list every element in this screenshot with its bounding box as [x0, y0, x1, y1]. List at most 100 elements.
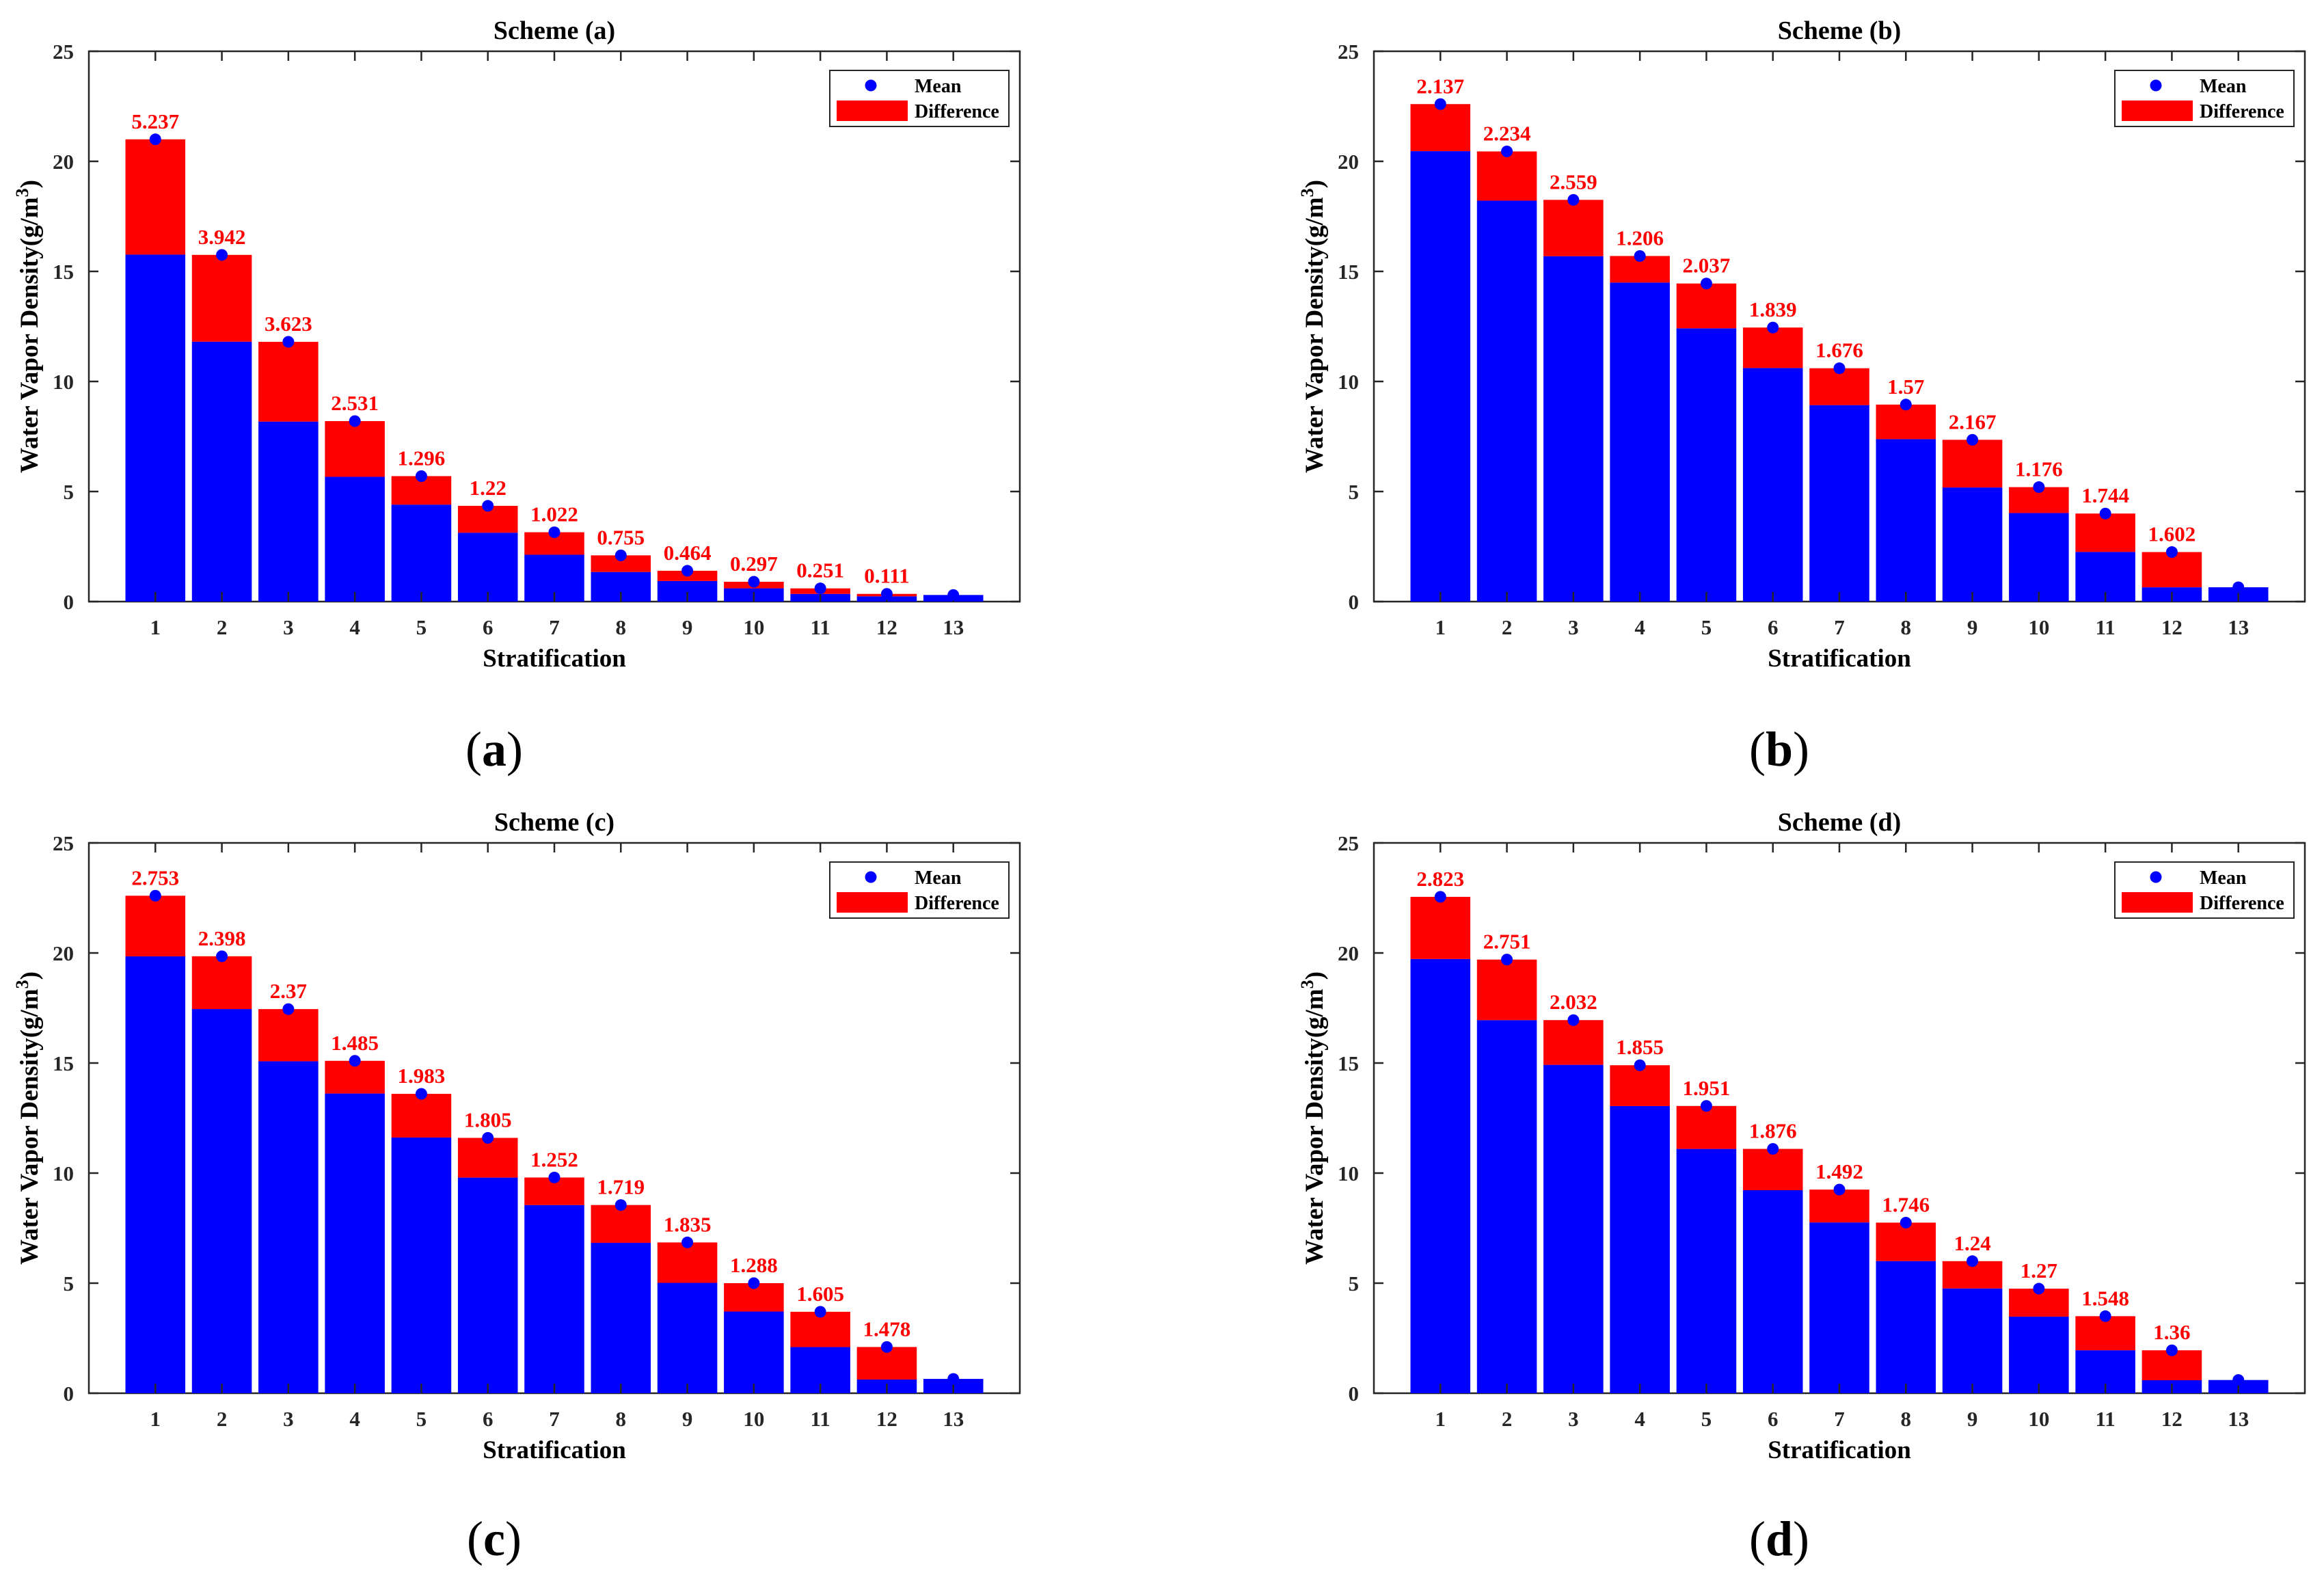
mean-bar: [1742, 1190, 1803, 1393]
mean-bar: [125, 254, 186, 602]
y-tick-label: 15: [53, 1051, 74, 1075]
difference-value-label: 0.755: [597, 525, 645, 549]
difference-value-label: 3.623: [265, 312, 312, 336]
x-tick-label: 11: [2095, 1407, 2115, 1431]
mean-marker: [947, 589, 960, 601]
mean-bar: [1809, 1222, 1869, 1393]
x-tick-label: 13: [943, 615, 964, 639]
difference-value-label: 0.251: [796, 559, 844, 582]
y-tick-label: 0: [64, 1382, 75, 1406]
legend-difference-swatch: [837, 100, 908, 121]
y-tick-label: 25: [53, 40, 74, 64]
caption-a: (a): [465, 722, 523, 777]
x-tick-label: 11: [810, 615, 830, 639]
x-tick-label: 2: [1502, 615, 1513, 639]
difference-value-label: 1.485: [331, 1031, 379, 1055]
mean-bar: [1543, 256, 1604, 602]
y-tick-label: 5: [1349, 480, 1360, 504]
x-tick-label: 7: [1834, 1407, 1845, 1431]
x-tick-label: 6: [483, 615, 494, 639]
mean-marker: [1767, 1143, 1779, 1155]
mean-marker: [1900, 1216, 1912, 1228]
mean-bar: [391, 1137, 452, 1393]
difference-value-label: 1.206: [1616, 226, 1664, 250]
mean-bar: [657, 1282, 718, 1393]
caption-d-letter: d: [1765, 1511, 1794, 1566]
x-axis-label: Stratification: [1768, 1436, 1911, 1464]
difference-value-label: 1.744: [2081, 483, 2129, 507]
legend-difference-swatch: [2122, 892, 2193, 913]
difference-value-label: 1.605: [796, 1282, 844, 1306]
mean-marker: [349, 1055, 361, 1067]
x-tick-label: 10: [2028, 615, 2049, 639]
x-tick-label: 6: [483, 1407, 494, 1431]
difference-bar: [2075, 513, 2135, 552]
mean-marker: [216, 249, 228, 261]
difference-value-label: 2.751: [1483, 930, 1531, 954]
difference-value-label: 1.36: [2153, 1320, 2190, 1344]
mean-marker: [482, 1131, 494, 1144]
x-tick-label: 3: [1568, 1407, 1579, 1431]
x-tick-label: 9: [682, 615, 693, 639]
mean-bar: [457, 533, 518, 602]
x-tick-label: 6: [1768, 615, 1779, 639]
mean-bar: [2009, 513, 2069, 602]
difference-bar: [1676, 1105, 1737, 1149]
difference-value-label: 0.111: [864, 564, 909, 588]
mean-marker: [1833, 362, 1846, 375]
y-axis-label-close: ): [16, 180, 44, 188]
difference-bar: [191, 956, 252, 1010]
caption-c-letter: c: [483, 1511, 505, 1566]
mean-marker: [681, 565, 694, 577]
mean-marker: [1967, 433, 1979, 446]
y-tick-label: 15: [53, 260, 74, 284]
x-tick-label: 8: [1901, 1407, 1912, 1431]
y-tick-label: 5: [64, 480, 75, 504]
mean-bar: [591, 1243, 651, 1393]
difference-value-label: 1.478: [863, 1317, 911, 1341]
mean-marker: [216, 950, 228, 963]
x-tick-label: 13: [2228, 1407, 2249, 1431]
legend-mean-marker: [865, 871, 877, 883]
difference-value-label: 1.27: [2021, 1259, 2057, 1282]
difference-value-label: 2.032: [1550, 990, 1597, 1014]
mean-bar: [1610, 282, 1670, 602]
chart-title: Scheme (b): [1778, 16, 1901, 45]
y-tick-label: 20: [1338, 150, 1359, 174]
caption-d: (d): [1748, 1511, 1809, 1566]
difference-value-label: 1.296: [398, 446, 446, 470]
x-axis-label: Stratification: [483, 645, 626, 673]
mean-bar: [191, 1009, 252, 1393]
y-tick-label: 5: [64, 1272, 75, 1295]
difference-value-label: 1.602: [2148, 522, 2196, 546]
x-axis-label: Stratification: [483, 1436, 626, 1464]
y-axis-label-text: Water Vapor Density(g/m: [16, 197, 44, 473]
legend: Mean Difference: [2114, 70, 2295, 127]
difference-value-label: 1.176: [2015, 457, 2063, 481]
legend: Mean Difference: [2114, 861, 2295, 919]
legend-difference-label: Difference: [915, 893, 999, 914]
mean-marker: [415, 1088, 427, 1100]
difference-bar: [591, 1205, 651, 1244]
legend-difference-label: Difference: [2200, 101, 2284, 122]
mean-bar: [1410, 151, 1471, 602]
mean-marker: [748, 1277, 760, 1289]
difference-value-label: 1.876: [1749, 1119, 1797, 1143]
y-tick-label: 25: [53, 831, 74, 855]
legend-mean-label: Mean: [2200, 868, 2247, 889]
difference-bar: [657, 1242, 718, 1283]
y-tick-label: 25: [1338, 831, 1359, 855]
mean-marker: [415, 470, 427, 482]
difference-value-label: 1.22: [470, 476, 506, 500]
mean-marker: [2165, 546, 2178, 559]
difference-bar: [1809, 368, 1869, 405]
mean-marker: [482, 500, 494, 512]
mean-marker: [2099, 1310, 2111, 1322]
mean-marker: [282, 336, 295, 348]
difference-bar: [1742, 1148, 1803, 1190]
mean-bar: [457, 1177, 518, 1393]
y-tick-label: 10: [1338, 1161, 1359, 1185]
x-tick-label: 9: [1967, 1407, 1978, 1431]
